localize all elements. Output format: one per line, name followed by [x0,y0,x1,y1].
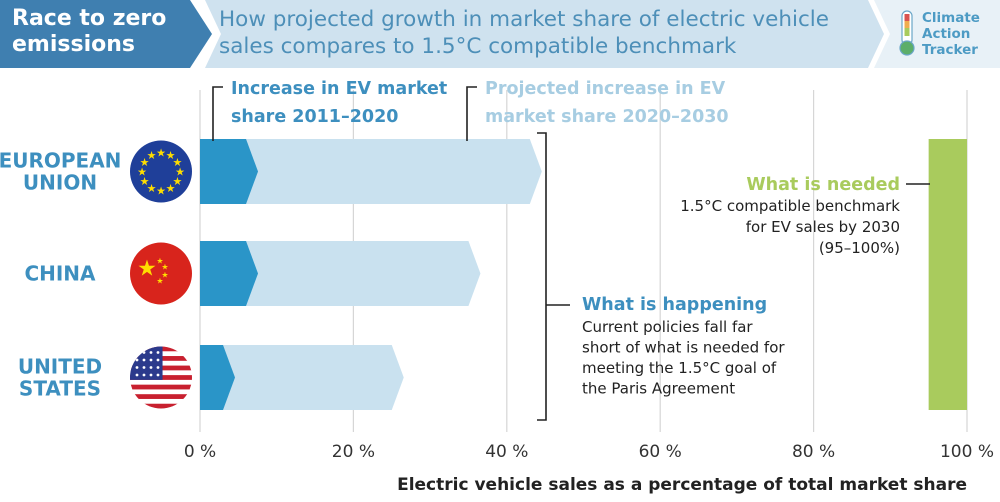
bar-projected-2020-2030 [200,139,542,204]
bar-increase-2011-2020 [200,139,259,204]
x-tick-label: 100 % [940,442,994,462]
x-tick-label: 80 % [792,442,835,462]
china-flag-disc [130,242,192,305]
needed-benchmark-bar [928,139,967,410]
china-small-star-icon: ★ [161,271,168,280]
eu-star-icon: ★ [173,175,183,188]
us-star-icon [142,358,146,362]
logo-line-3: Tracker [922,42,978,58]
flag-layer: ★ ★★★★★★★★★★★★ ★★★★ [130,140,192,409]
needed-text: 1.5°C compatible benchmark [680,197,900,215]
us-star-icon [156,351,160,354]
category-label: UNION [23,171,97,195]
thermometer-logo-icon [899,10,915,56]
eu-star-icon: ★ [175,166,185,179]
header-title-shape [205,0,884,68]
us-star-icon [156,373,160,377]
eu-star-icon: ★ [140,175,150,188]
happening-text: short of what is needed for [582,339,785,357]
us-star-icon [156,366,160,369]
axis-layer: 0 % 20 % 40 % 60 % 80 % 100 % Electric vehicle… [184,442,994,495]
us-stripe [130,384,192,390]
legend-label-2020-2030: market share 2020–2030 [485,107,729,127]
us-star-icon [156,358,160,362]
legend-leader-line [212,86,223,141]
x-tick-label: 60 % [639,442,682,462]
us-star-icon [135,366,139,369]
eu-star-icon: ★ [140,156,150,169]
china-small-star-icon: ★ [156,277,163,286]
us-star-icon [149,373,153,377]
eu-star-icon: ★ [147,182,157,195]
logo-line-1: Climate [922,10,980,26]
us-stripe [130,394,192,400]
us-flag-icon [130,346,192,409]
category-label: UNITED [18,355,102,379]
china-flag-icon: ★ ★★★★ [130,242,192,305]
bar-layer [200,139,542,410]
needed-title: What is needed [746,175,900,195]
legend-label-2011-2020: share 2011–2020 [231,107,398,127]
header-tag-shape [0,0,212,68]
us-star-icon [135,373,139,377]
happening-text: Current policies fall far [582,318,753,336]
x-tick-label: 40 % [485,442,528,462]
us-stripe [130,389,192,395]
header-band [0,0,1000,68]
us-flag-body [130,346,192,409]
us-stripe [130,398,192,405]
us-stripe [130,403,192,409]
eu-star-icon: ★ [156,185,166,198]
eu-star-icon: ★ [166,149,176,162]
eu-star-icon: ★ [173,156,183,169]
eu-flag-icon: ★ ★★★★★★★★★★★ [130,140,192,203]
happening-text: the Paris Agreement [582,380,735,398]
us-star-icon [135,351,139,354]
eu-star-icon: ★ [137,166,147,179]
needed-text: for EV sales by 2030 [746,218,900,236]
happening-title: What is happening [582,295,767,315]
us-stripe [130,379,192,385]
china-small-star-icon: ★ [156,257,163,266]
bar-increase-2011-2020 [200,241,259,306]
page-title: How projected growth in market share of … [219,7,829,59]
us-star-icon [149,351,153,354]
china-big-star-icon: ★ [137,257,157,282]
x-tick-label: 0 % [184,442,216,462]
us-star-icon [142,366,146,369]
us-star-icon [149,366,153,369]
eu-star-icon: ★ [156,147,166,160]
bar-increase-2011-2020 [200,345,236,410]
needed-text: (95–100%) [819,239,900,257]
eu-flag-disc [130,140,192,203]
eu-star-icon: ★ [166,182,176,195]
happening-bracket [537,132,547,421]
x-tick-label: 20 % [332,442,375,462]
us-star-icon [135,358,139,362]
us-star-icon [142,351,146,354]
logo-line-2: Action [922,26,971,42]
eu-star-icon: ★ [147,149,157,162]
bar-projected-2020-2030 [200,241,481,306]
x-axis-title: Electric vehicle sales as a percentage o… [397,475,967,495]
category-label: CHINA [24,262,96,286]
happening-text: meeting the 1.5°C goal of [582,359,777,377]
bar-projected-2020-2030 [200,345,404,410]
category-label: STATES [19,377,101,401]
header-tag: Race to zero emissions [12,6,167,57]
annot-layer: Increase in EV market share 2011–2020 Proj… [212,79,930,421]
legend-label-2020-2030: Projected increase in EV [485,79,726,99]
category-label: EUROPEAN [0,149,121,173]
legend-leader-line [466,86,477,141]
needed-layer [928,139,967,410]
us-star-icon [149,358,153,362]
legend-label-2011-2020: Increase in EV market [231,79,447,99]
us-star-icon [142,373,146,377]
logo-text: Climate Action Tracker [922,10,997,58]
china-small-star-icon: ★ [161,263,168,272]
